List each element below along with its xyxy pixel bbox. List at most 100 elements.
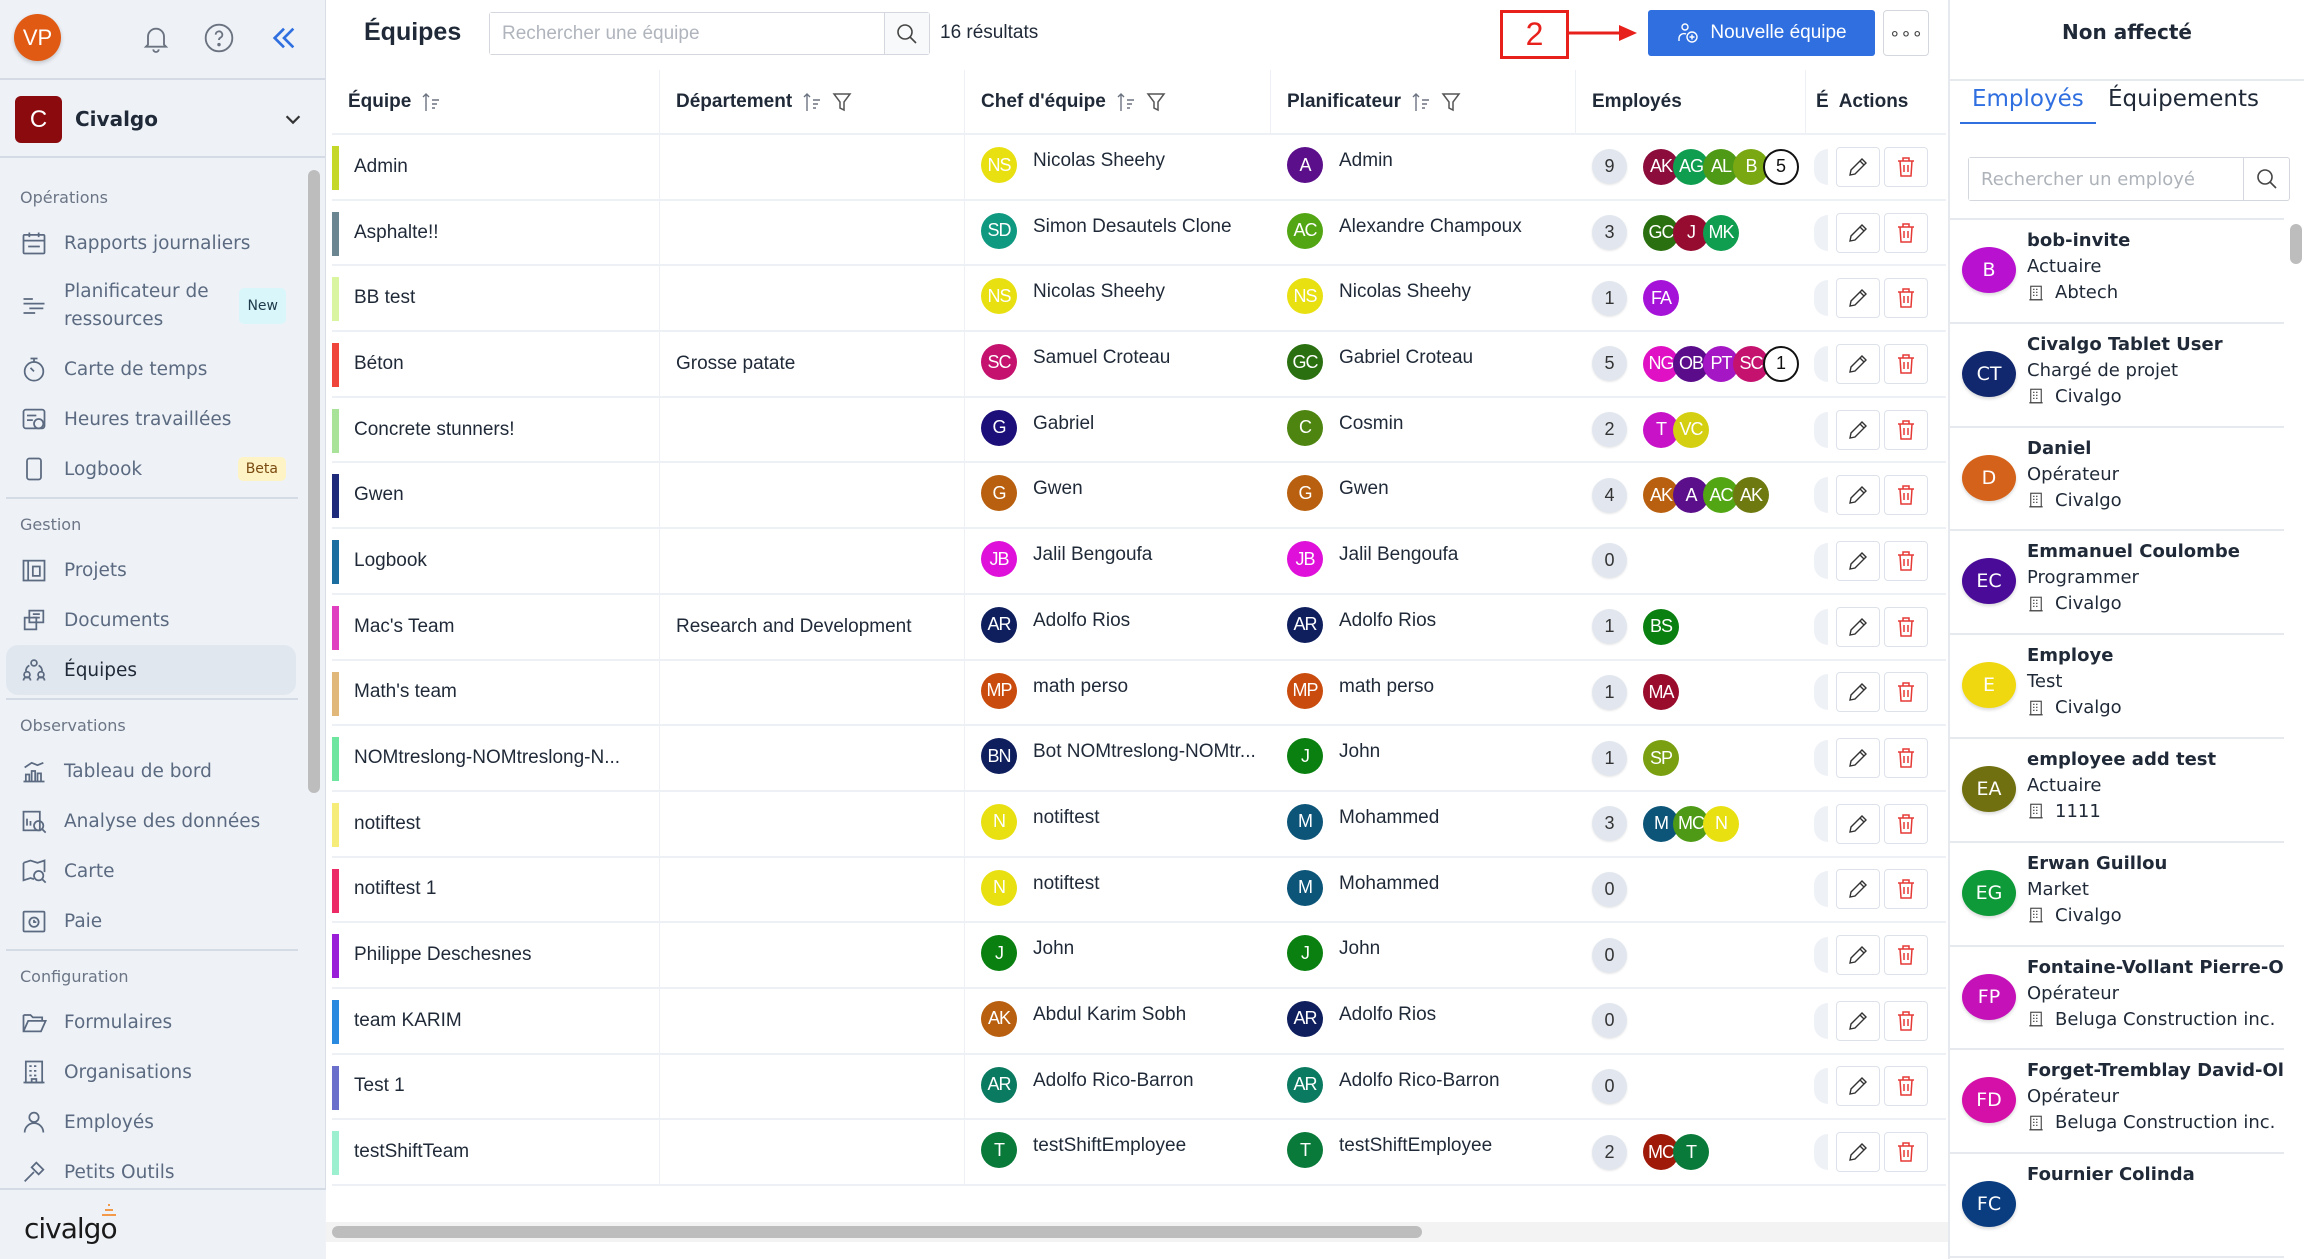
delete-team-button[interactable]: [1884, 672, 1928, 713]
delete-team-button[interactable]: [1884, 803, 1928, 844]
table-row[interactable]: Béton Grosse patate SC Samuel Croteau GC G…: [332, 332, 1946, 398]
unassigned-employee-item[interactable]: FD Forget-Tremblay David-Olivi Opérateur…: [1950, 1050, 2284, 1155]
delete-team-button[interactable]: [1884, 935, 1928, 976]
sidebar-item-dashboard[interactable]: Tableau de bord: [6, 746, 296, 796]
edit-team-button[interactable]: [1836, 409, 1880, 450]
delete-team-button[interactable]: [1884, 540, 1928, 581]
employee-list-scrollbar[interactable]: [2290, 224, 2302, 264]
edit-team-button[interactable]: [1836, 540, 1880, 581]
sidebar-item-teams[interactable]: Équipes: [6, 645, 296, 695]
sidebar-item-documents[interactable]: Documents: [6, 595, 296, 645]
table-row[interactable]: Concrete stunners! G Gabriel C Cosmin 2 T VC: [332, 397, 1946, 464]
employee-avatar[interactable]: SP: [1643, 740, 1679, 777]
column-header-1[interactable]: Département: [660, 70, 965, 133]
sidebar-item-folder[interactable]: Formulaires: [6, 997, 296, 1047]
horizontal-scrollbar[interactable]: [326, 1222, 1948, 1242]
delete-team-button[interactable]: [1884, 409, 1928, 450]
column-header-3[interactable]: Planificateur: [1271, 70, 1576, 133]
employee-avatar[interactable]: N: [1703, 805, 1739, 842]
column-header-2[interactable]: Chef d'équipe: [965, 70, 1271, 133]
edit-team-button[interactable]: [1836, 1132, 1880, 1173]
delete-team-button[interactable]: [1884, 1066, 1928, 1107]
sort-icon[interactable]: [1411, 91, 1431, 113]
unassigned-employee-item[interactable]: EC Emmanuel Coulombe Programmer Civalgo: [1950, 531, 2284, 636]
delete-team-button[interactable]: [1884, 738, 1928, 779]
filter-icon[interactable]: [832, 91, 852, 113]
table-row[interactable]: NOMtreslong-NOMtreslong-N... BN Bot NOMtr…: [332, 726, 1946, 792]
collapse-sidebar-icon[interactable]: [268, 22, 300, 54]
edit-team-button[interactable]: [1836, 146, 1880, 187]
sidebar-item-calendar[interactable]: Rapports journaliers: [6, 218, 296, 268]
tab-employees[interactable]: Employés: [1960, 86, 2096, 124]
unassigned-employee-item[interactable]: D Daniel Opérateur Civalgo: [1950, 428, 2284, 532]
edit-team-button[interactable]: [1836, 278, 1880, 319]
unassigned-employee-item[interactable]: EG Erwan Guillou Market Civalgo: [1950, 843, 2284, 947]
employee-avatar[interactable]: M: [1643, 805, 1679, 842]
delete-team-button[interactable]: [1884, 146, 1928, 187]
employee-avatar[interactable]: OB: [1673, 345, 1709, 382]
delete-team-button[interactable]: [1884, 1132, 1928, 1173]
delete-team-button[interactable]: [1884, 278, 1928, 319]
sidebar-item-map[interactable]: Carte: [6, 846, 296, 896]
employee-avatar[interactable]: FA: [1643, 280, 1679, 317]
sidebar-item-stopwatch[interactable]: Carte de temps: [6, 344, 296, 394]
employee-avatar[interactable]: VC: [1673, 411, 1709, 448]
more-employees-badge[interactable]: 1: [1763, 345, 1799, 382]
unassigned-employee-item[interactable]: E Employe Test Civalgo: [1950, 635, 2284, 739]
column-header-0[interactable]: Équipe: [332, 70, 660, 133]
edit-team-button[interactable]: [1836, 606, 1880, 647]
table-row[interactable]: BB test NS Nicolas Sheehy NS Nicolas Sheeh…: [332, 266, 1946, 333]
delete-team-button[interactable]: [1884, 869, 1928, 910]
sort-icon[interactable]: [1116, 91, 1136, 113]
table-row[interactable]: Gwen G Gwen G Gwen 4 AK A AC AK: [332, 463, 1946, 530]
column-header-4[interactable]: Employés: [1576, 70, 1806, 133]
sidebar-scrollbar[interactable]: [308, 170, 320, 793]
help-icon[interactable]: [203, 22, 235, 54]
edit-team-button[interactable]: [1836, 1000, 1880, 1041]
unassigned-employee-item[interactable]: FC Fournier Colinda: [1950, 1154, 2284, 1258]
sidebar-item-building[interactable]: Organisations: [6, 1047, 296, 1097]
employee-avatar[interactable]: MK: [1703, 214, 1739, 251]
bell-icon[interactable]: [140, 22, 172, 54]
table-row[interactable]: Mac's Team Research and Development AR Ad…: [332, 594, 1946, 661]
sidebar-item-payroll[interactable]: Paie: [6, 896, 296, 946]
unassigned-employee-item[interactable]: FP Fontaine-Vollant Pierre-Olivi Opérate…: [1950, 947, 2284, 1051]
delete-team-button[interactable]: [1884, 606, 1928, 647]
table-row[interactable]: team KARIM AK Abdul Karim Sobh AR Adolfo R…: [332, 988, 1946, 1055]
delete-team-button[interactable]: [1884, 343, 1928, 384]
employee-avatar[interactable]: AK: [1733, 477, 1769, 514]
sidebar-item-user[interactable]: Employés: [6, 1097, 296, 1147]
sidebar-item-project[interactable]: Projets: [6, 545, 296, 595]
tab-equipment[interactable]: Équipements: [2096, 86, 2271, 122]
edit-team-button[interactable]: [1836, 212, 1880, 253]
edit-team-button[interactable]: [1836, 672, 1880, 713]
table-row[interactable]: Test 1 AR Adolfo Rico-Barron AR Adolfo Ric…: [332, 1054, 1946, 1121]
employee-search-button[interactable]: [2243, 158, 2289, 200]
unassigned-employee-item[interactable]: B bob-invite Actuaire Abtech: [1950, 220, 2284, 324]
employee-avatar[interactable]: AL: [1703, 148, 1739, 185]
sidebar-item-planner[interactable]: Planificateur de ressources New: [6, 268, 296, 344]
team-search-input[interactable]: [490, 13, 884, 54]
team-search-button[interactable]: [884, 13, 929, 54]
edit-team-button[interactable]: [1836, 738, 1880, 779]
edit-team-button[interactable]: [1836, 803, 1880, 844]
edit-team-button[interactable]: [1836, 869, 1880, 910]
table-row[interactable]: Philippe Deschesnes J John J John 0: [332, 923, 1946, 989]
edit-team-button[interactable]: [1836, 935, 1880, 976]
delete-team-button[interactable]: [1884, 212, 1928, 253]
table-row[interactable]: Admin NS Nicolas Sheehy A Admin 9 AK AG AL B 5: [332, 135, 1946, 201]
unassigned-employee-item[interactable]: CT Civalgo Tablet User Chargé de projet …: [1950, 324, 2284, 428]
sidebar-item-analytics[interactable]: Analyse des données: [6, 796, 296, 846]
table-row[interactable]: Asphalte!! SD Simon Desautels Clone AC Ale…: [332, 200, 1946, 267]
edit-team-button[interactable]: [1836, 475, 1880, 516]
employee-avatar[interactable]: AK: [1643, 477, 1679, 514]
new-team-button[interactable]: Nouvelle équipe: [1648, 10, 1875, 56]
sort-icon[interactable]: [802, 91, 822, 113]
delete-team-button[interactable]: [1884, 1000, 1928, 1041]
table-row[interactable]: Logbook JB Jalil Bengoufa JB Jalil Bengouf…: [332, 529, 1946, 595]
sidebar-item-hours[interactable]: Heures travaillées: [6, 394, 296, 444]
employee-avatar[interactable]: T: [1673, 1134, 1709, 1171]
